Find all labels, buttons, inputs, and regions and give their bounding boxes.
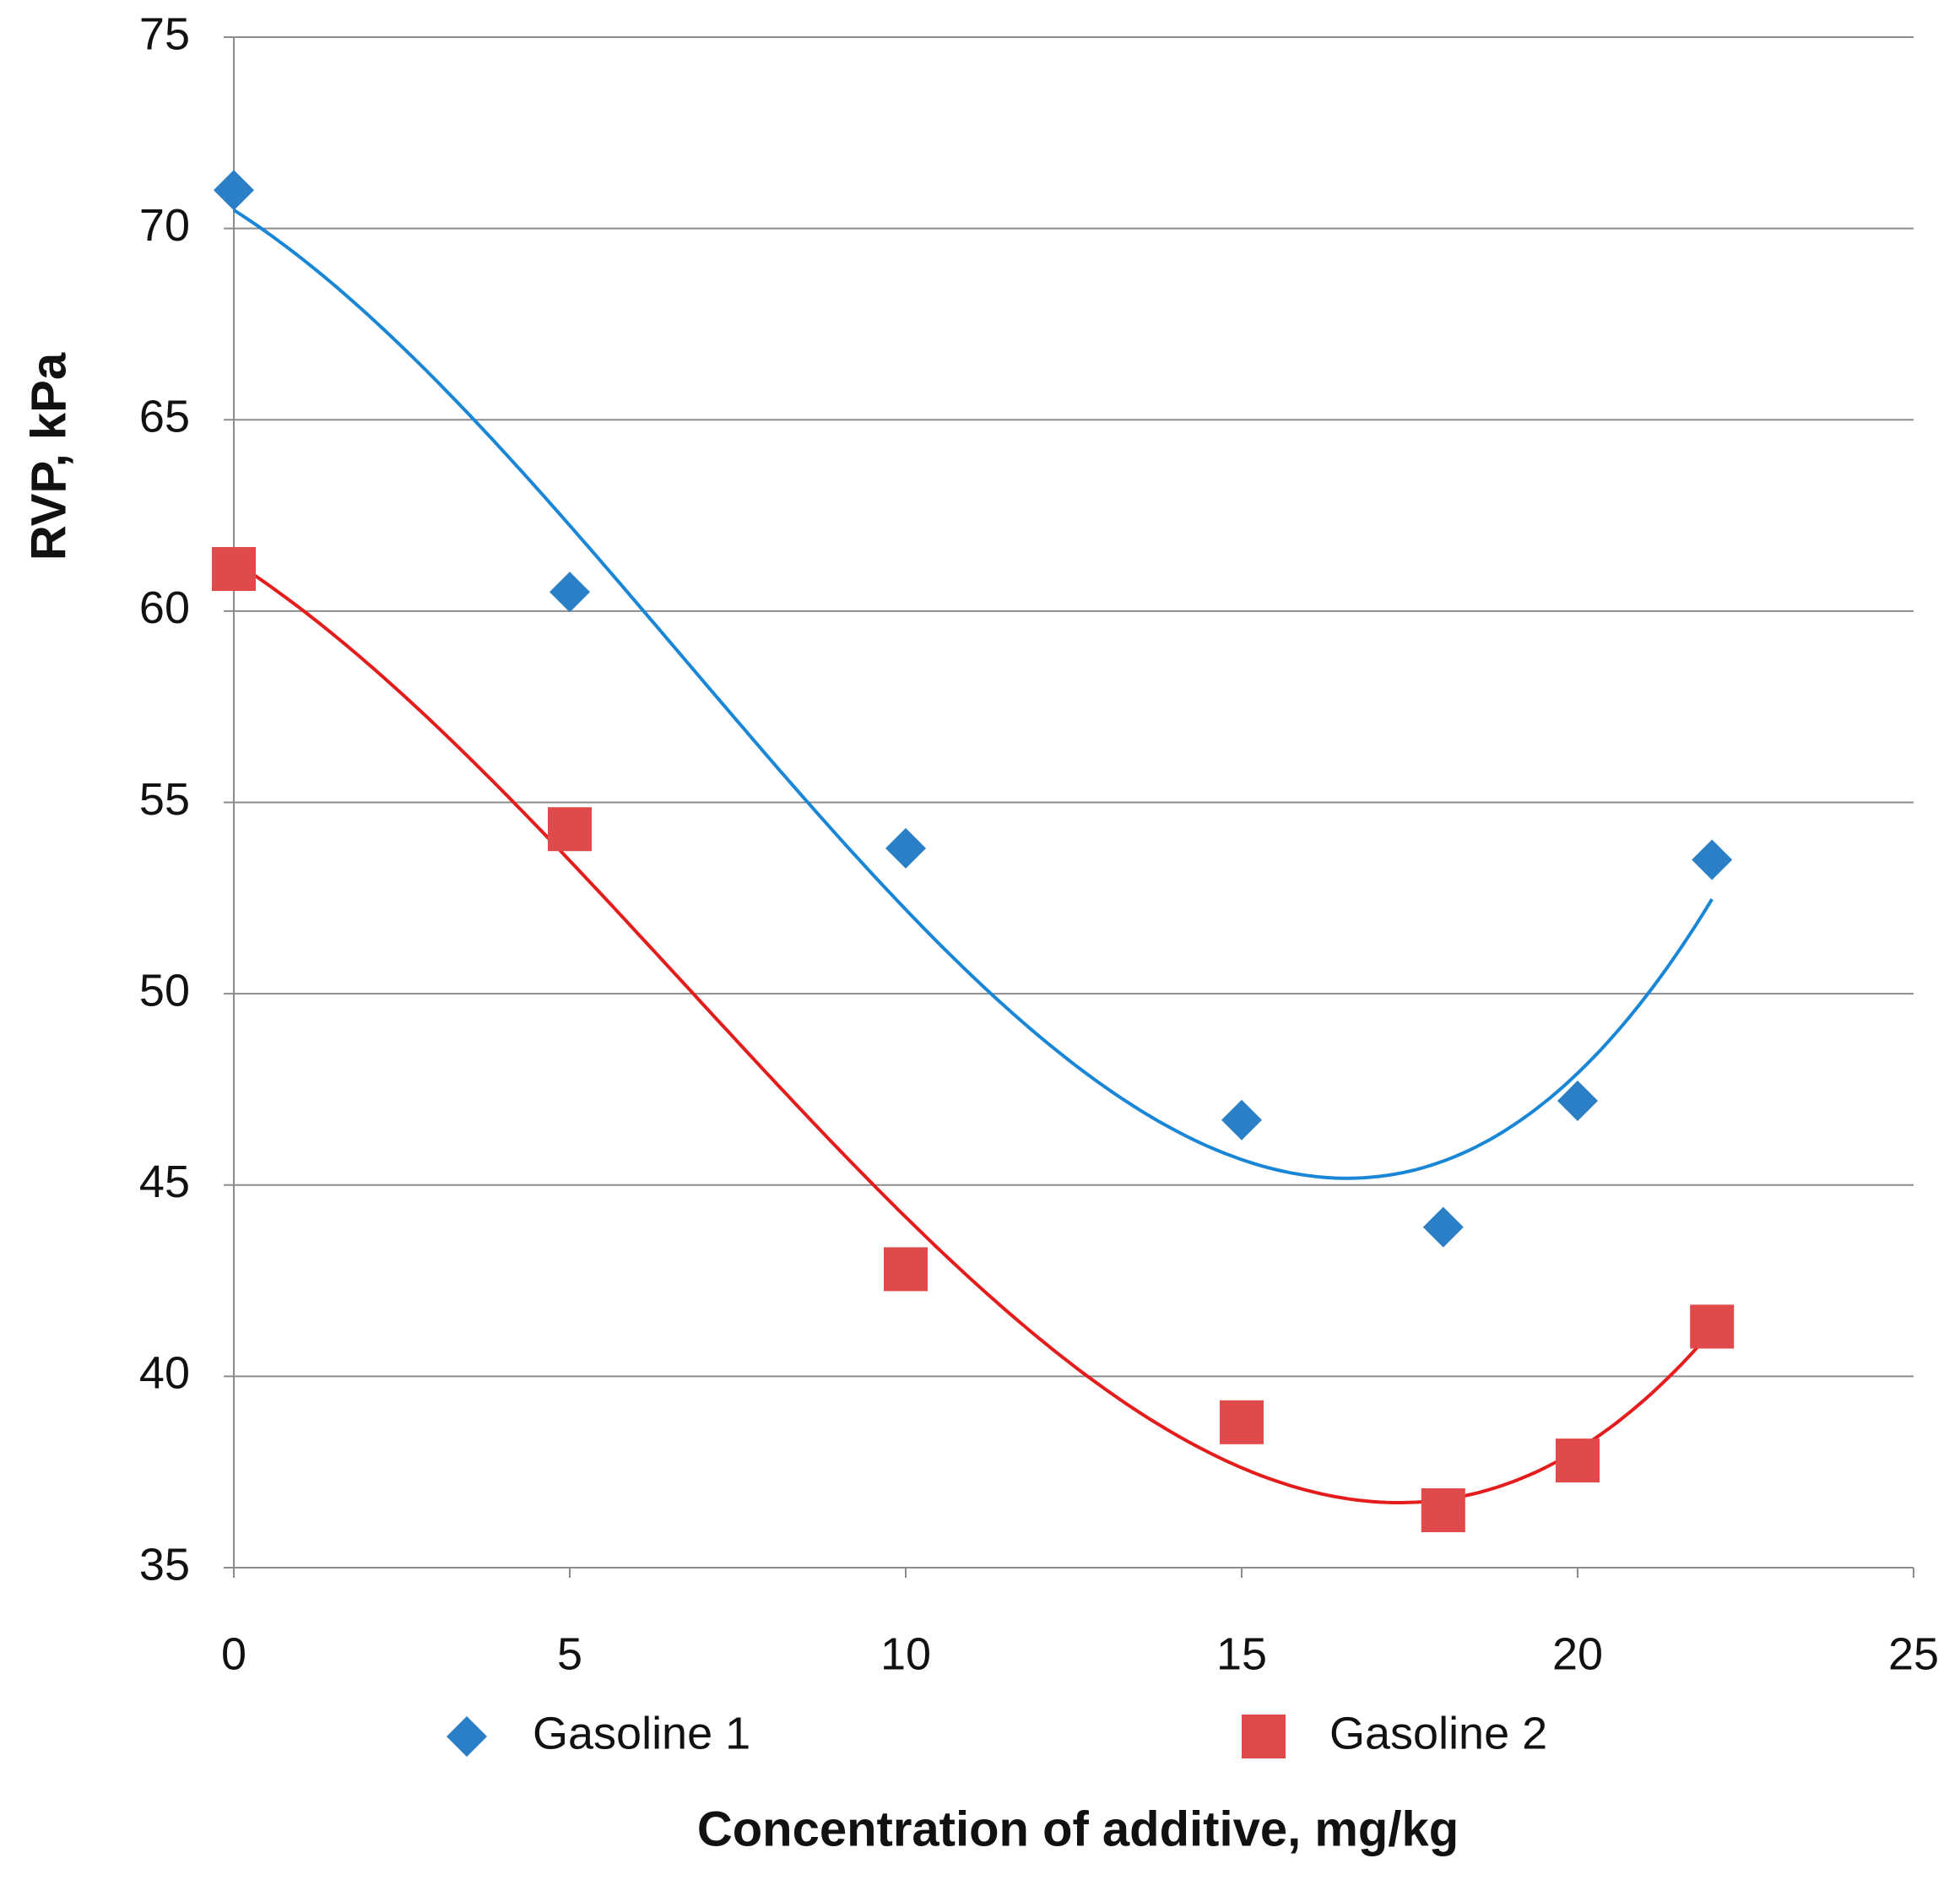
marker	[214, 170, 254, 211]
y-axis-title: RVP, kPa	[21, 352, 76, 561]
y-tick-label: 75	[139, 8, 190, 59]
trendline	[232, 209, 1714, 1180]
x-tick-label: 0	[221, 1628, 246, 1679]
x-tick-label: 20	[1552, 1628, 1603, 1679]
legend-label: Gasoline 2	[1329, 1708, 1547, 1758]
x-tick-label: 5	[557, 1628, 582, 1679]
y-tick-label: 55	[139, 774, 190, 825]
marker	[1421, 1488, 1465, 1533]
marker	[1556, 1438, 1600, 1483]
marker	[548, 807, 592, 852]
marker	[1221, 1099, 1262, 1140]
trendline	[232, 560, 1714, 1504]
x-tick-label: 25	[1888, 1628, 1939, 1679]
y-tick-label: 40	[139, 1348, 190, 1399]
marker	[885, 827, 926, 869]
y-tick-label: 70	[139, 200, 190, 251]
marker	[1557, 1081, 1598, 1122]
legend-label: Gasoline 1	[533, 1708, 750, 1758]
y-tick-label: 35	[139, 1539, 190, 1590]
marker	[1690, 1304, 1735, 1349]
x-tick-label: 15	[1216, 1628, 1267, 1679]
marker	[1692, 839, 1733, 880]
y-tick-label: 65	[139, 392, 190, 442]
x-axis-title: Concentration of additive, mg/kg	[697, 1801, 1459, 1856]
marker	[1422, 1206, 1464, 1248]
x-tick-label: 10	[880, 1628, 931, 1679]
marker	[1242, 1715, 1286, 1758]
marker	[550, 572, 590, 613]
y-tick-label: 45	[139, 1157, 190, 1207]
marker	[447, 1716, 487, 1757]
y-tick-label: 50	[139, 965, 190, 1016]
marker	[884, 1247, 928, 1292]
marker	[1220, 1400, 1264, 1444]
y-tick-label: 60	[139, 582, 190, 633]
marker	[212, 547, 256, 592]
